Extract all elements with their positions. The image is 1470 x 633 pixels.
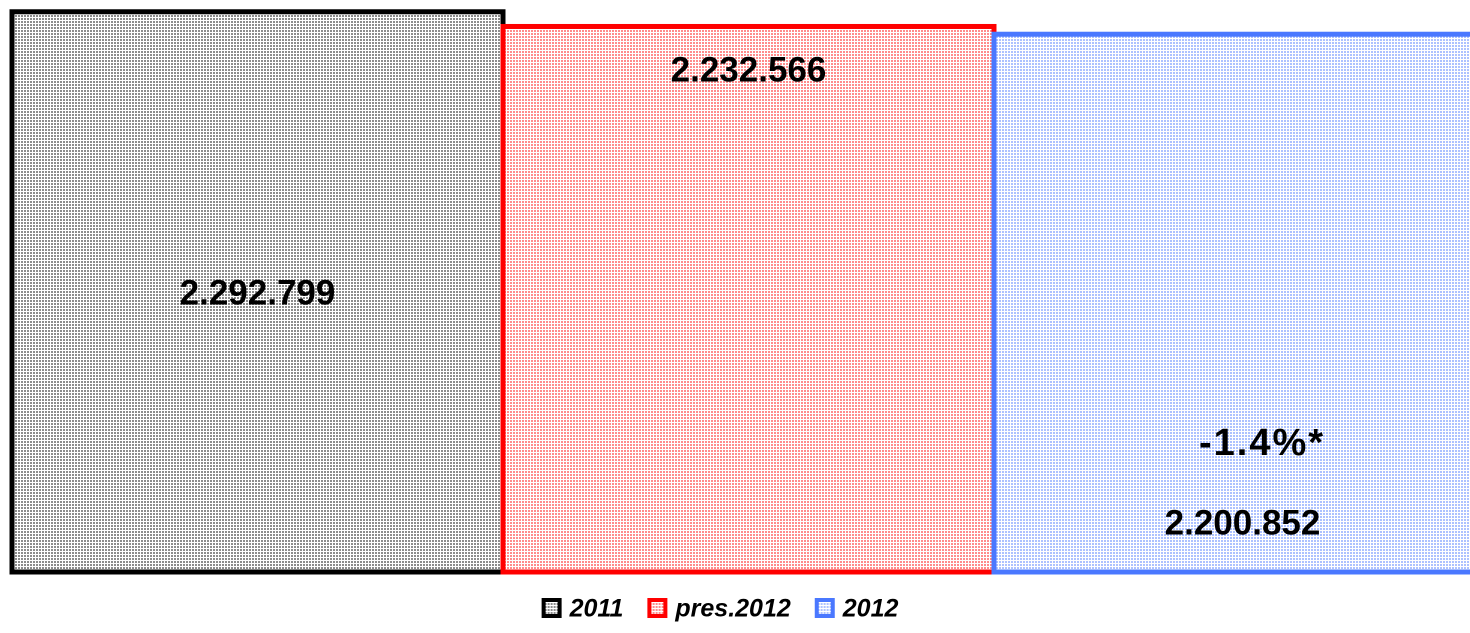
legend-swatch	[814, 598, 835, 618]
legend-swatch	[541, 598, 562, 618]
data-label: 2.232.566	[671, 50, 827, 89]
data-label: 2.292.799	[180, 273, 336, 312]
legend-label: 2011	[569, 595, 624, 623]
bar	[500, 23, 997, 575]
legend-label: pres.2012	[674, 595, 790, 623]
bar	[9, 9, 506, 575]
bar	[991, 31, 1470, 575]
annotation: -1.4%*	[1199, 422, 1325, 464]
legend-label: 2012	[842, 595, 899, 623]
legend-swatch	[647, 598, 668, 618]
legend: 2011 pres.2012 2012	[541, 595, 899, 623]
data-label: 2.200.852	[1165, 503, 1321, 542]
